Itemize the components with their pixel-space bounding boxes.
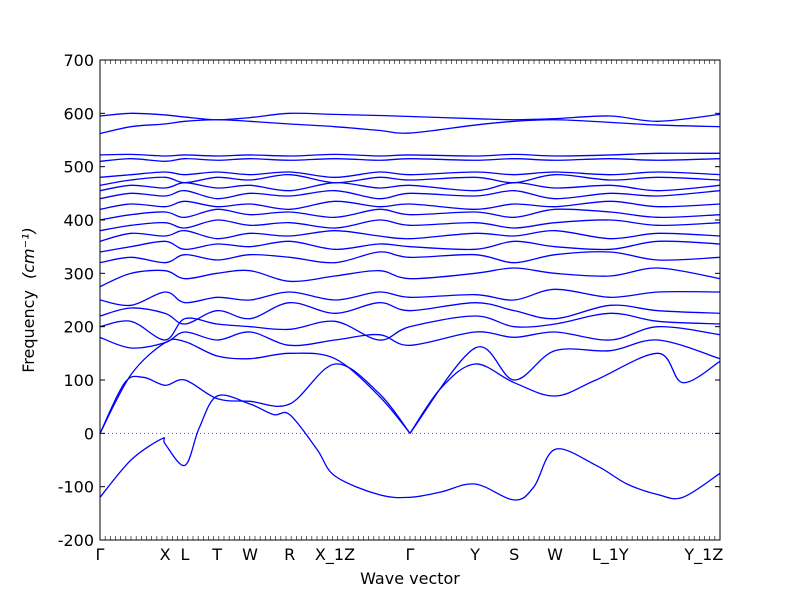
y-tick-label: -100 xyxy=(58,478,94,497)
y-axis-label: Frequency (cm⁻¹) xyxy=(19,227,38,372)
plot-frame xyxy=(99,59,721,541)
phonon-branch-8 xyxy=(99,302,721,325)
phonon-branch-20 xyxy=(99,171,721,178)
phonon-branch-14 xyxy=(99,219,721,232)
phonon-branch-23 xyxy=(99,119,721,135)
phonon-branch-9 xyxy=(99,288,721,307)
y-tick-label: 700 xyxy=(63,51,94,70)
series-layer xyxy=(99,112,721,501)
y-tick-label: 500 xyxy=(63,158,94,177)
phonon-branch-22 xyxy=(99,152,721,157)
phonon-branch-11 xyxy=(99,251,721,264)
phonon-branch-24 xyxy=(99,112,721,122)
x-tick-label: Y xyxy=(469,545,480,564)
x-tick-label: W xyxy=(242,545,258,564)
x-tick-label: Γ xyxy=(406,545,415,564)
x-tick-label: W xyxy=(547,545,563,564)
y-tick-label: 200 xyxy=(63,318,94,337)
x-tick-label: L_1Y xyxy=(592,545,629,565)
phonon-branch-7 xyxy=(99,312,721,341)
y-tick-label: -200 xyxy=(58,531,94,550)
y-axis-label-text: Frequency xyxy=(19,290,38,373)
x-tick-label: L xyxy=(180,545,189,564)
y-tick-label: 100 xyxy=(63,371,94,390)
phonon-branch-4 xyxy=(99,338,411,434)
phonon-branch-6 xyxy=(99,326,721,349)
phonon-branch-13 xyxy=(99,230,721,242)
x-tick-label: S xyxy=(509,545,519,564)
y-tick-layer: -200 -100 0 100 200 300 400 500 600 700 xyxy=(58,51,720,550)
phonon-branch-17 xyxy=(99,190,721,200)
phonon-branch-15 xyxy=(99,208,721,221)
minor-tick-layer xyxy=(104,60,716,540)
x-tick-label: X_1Z xyxy=(315,545,355,565)
x-tick-label: R xyxy=(284,545,295,564)
y-tick-label: 0 xyxy=(84,424,94,443)
phonon-branch-21 xyxy=(99,158,721,162)
phonon-branch-1 xyxy=(99,394,721,501)
x-tick-label: X xyxy=(160,545,171,564)
phonon-branch-19 xyxy=(99,174,721,186)
y-tick-label: 600 xyxy=(63,104,94,123)
x-tick-label: T xyxy=(211,545,222,564)
phonon-branch-3 xyxy=(409,352,721,434)
x-axis-label: Wave vector xyxy=(360,569,460,588)
y-tick-label: 400 xyxy=(63,211,94,230)
x-tick-layer: Γ X L T W R X_1Z Γ Y S W L_1Y Y_1Z xyxy=(96,545,724,565)
x-tick-label: Y_1Z xyxy=(683,545,723,565)
phonon-branch-10 xyxy=(99,267,721,288)
phonon-branch-5 xyxy=(409,339,721,434)
phonon-branch-12 xyxy=(99,240,721,253)
phonon-branch-18 xyxy=(99,182,721,192)
y-tick-label: 300 xyxy=(63,264,94,283)
x-tick-label: Γ xyxy=(96,545,105,564)
y-axis-label-unit: (cm⁻¹) xyxy=(19,227,38,279)
phonon-branch-16 xyxy=(99,200,721,210)
